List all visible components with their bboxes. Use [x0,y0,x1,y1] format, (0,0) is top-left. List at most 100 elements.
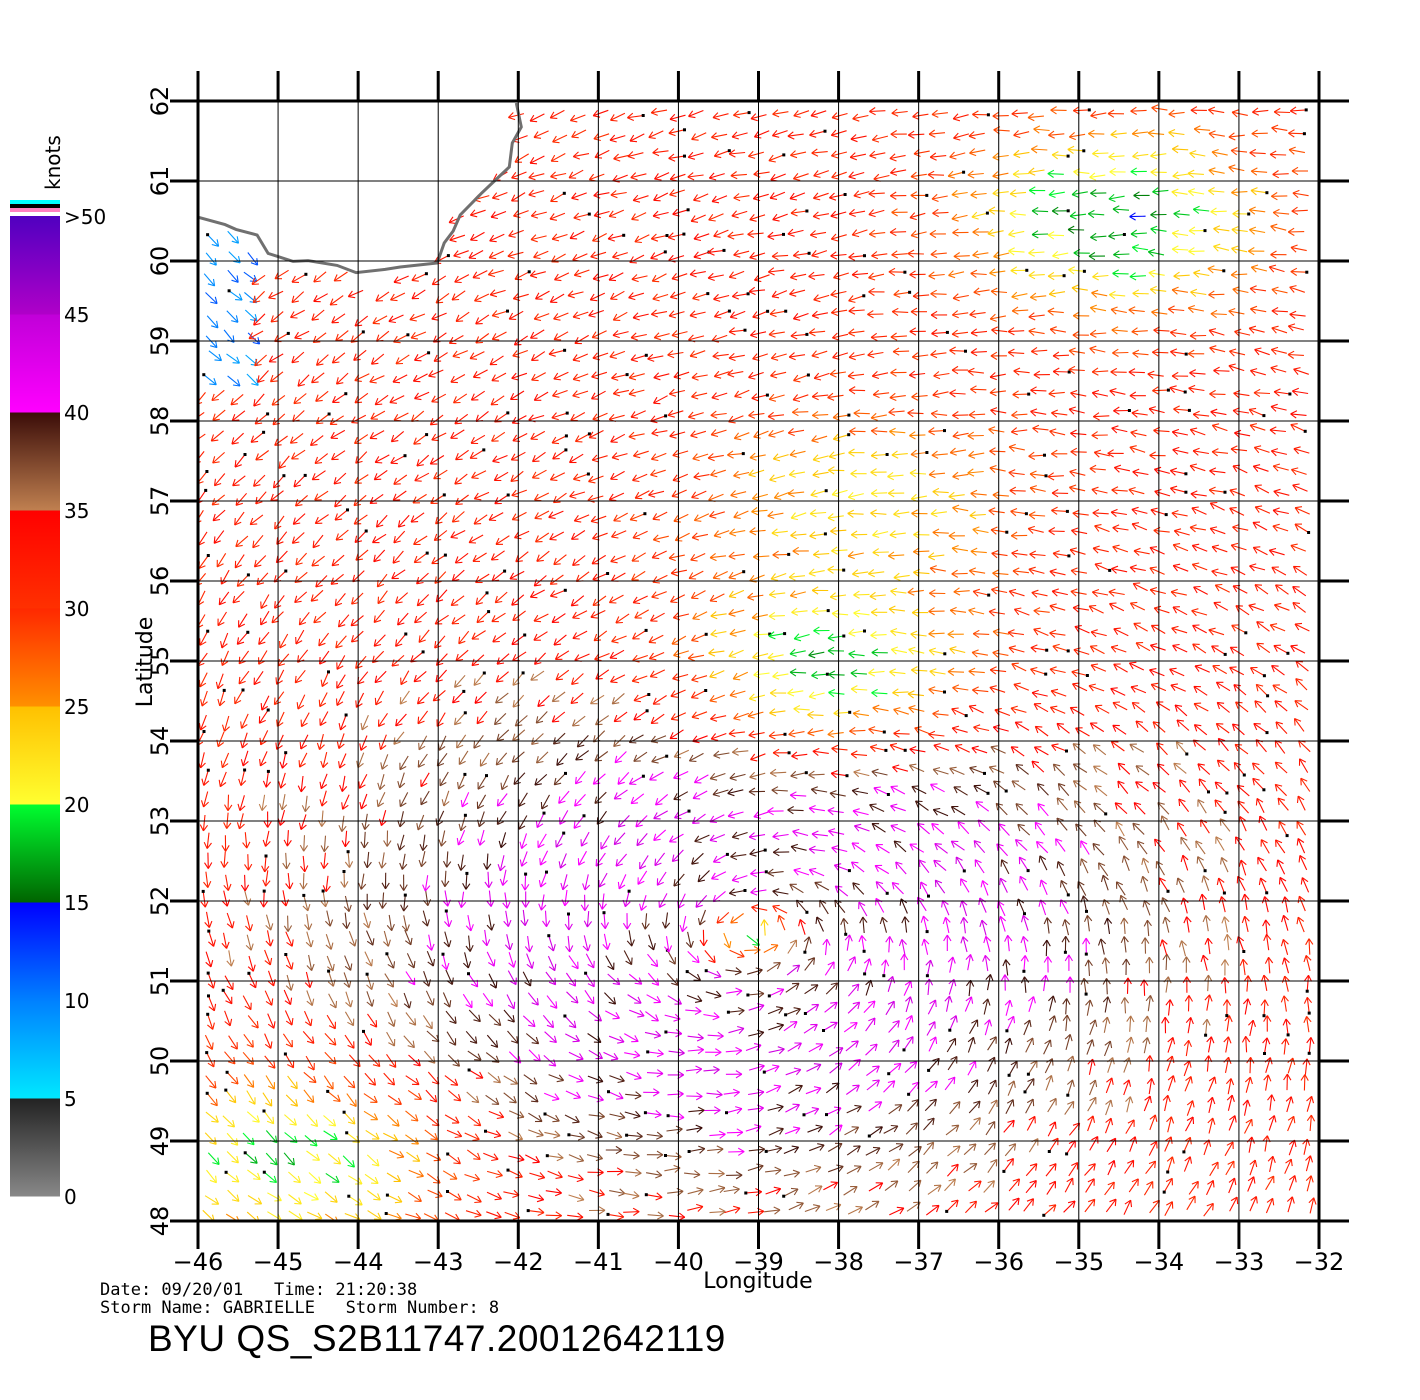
wind-barb [1056,797,1068,811]
wind-barb [989,268,1006,277]
wind-barb [1204,994,1213,1011]
wind-barb [913,530,930,539]
wind-barb [968,450,985,459]
wind-barb [967,468,984,477]
wind-barb [785,982,800,993]
wind-barb [968,607,985,616]
wind-barb [568,1074,584,1083]
wind-barb [723,1185,740,1195]
wind-barb [987,1036,997,1051]
wind-barb [548,348,567,357]
wind-barb [1073,647,1090,656]
wind-barb [892,688,909,697]
wind-barb [486,951,496,967]
wind-barb [834,885,849,897]
wind-barb [844,1126,860,1136]
wind-barb [973,840,986,854]
wind-barb [634,234,650,244]
wind-barb [810,786,828,795]
wind-barb [1052,351,1070,360]
wind-barb [772,748,791,757]
wind-barb [495,535,510,545]
wind-barb [1274,739,1286,754]
wind-barb [869,107,886,116]
wind-barb [260,610,270,626]
wind-barb [375,330,390,342]
wind-barb [1133,802,1146,815]
wind-barb [293,393,307,405]
wind-barb [1271,286,1288,295]
wind-barb [1028,167,1045,176]
wind-barb [210,430,224,442]
lon-tick-label: −44 [333,1248,384,1276]
wind-barb [1015,763,1029,775]
wind-barb [354,373,370,382]
wind-barb [1152,386,1170,395]
wind-barb [1159,939,1168,956]
wind-barb [511,372,528,381]
wind-barb [1113,406,1131,415]
wind-barb [303,1071,317,1084]
wind-barb [1133,547,1150,556]
wind-barb [950,805,966,816]
wind-barb [1140,979,1149,996]
wind-barb [1025,1163,1038,1177]
wind-barb [767,652,784,661]
wind-barb [911,392,928,401]
wind-barb [808,1185,823,1195]
wind-barb [1236,936,1246,953]
wind-barb [903,980,913,996]
wind-barb [392,490,407,501]
wind-barb [789,668,807,677]
wind-barb [1147,129,1165,138]
wind-barb [221,988,233,1005]
wind-barb [810,110,827,118]
wind-barb [747,1207,765,1217]
wind-barb [1153,426,1170,435]
wind-barb [386,1172,402,1183]
wind-barb [243,1074,255,1088]
wind-barb [458,630,470,645]
wind-barb [1208,167,1225,176]
wind-barb [217,611,227,627]
wind-barb [1254,505,1271,514]
wind-barb [967,431,984,440]
wind-barb [1108,193,1125,203]
wind-barb [687,1145,706,1154]
wind-barb [342,912,351,929]
wind-barb [889,153,906,162]
wind-barb [887,551,905,560]
wind-barb [944,995,953,1012]
wind-barb [283,830,292,847]
wind-barb [984,1142,996,1156]
wind-barb [1007,327,1025,336]
wind-barb [707,1145,724,1154]
wind-barb [1208,1076,1217,1092]
wind-barb [1225,1160,1235,1176]
wind-barb [772,671,789,680]
wind-barb [308,1172,322,1184]
wind-barb [211,389,225,402]
wind-barb [787,228,804,237]
wind-barb [1211,568,1228,577]
wind-barb [493,713,507,726]
wind-barb [567,1132,585,1141]
wind-barb [1172,643,1188,653]
wind-barb [552,134,568,144]
wind-barb [987,1056,996,1072]
wind-barb [475,314,490,325]
wind-barb [243,889,252,906]
wind-barb [987,228,1004,237]
wind-barb [934,879,946,894]
wind-barb [609,1188,626,1197]
wind-barb [623,1207,640,1216]
wind-barb [1290,410,1307,419]
wind-barb [827,1142,843,1152]
wind-barb [707,272,724,282]
wind-barb [298,752,308,768]
wind-barb [653,829,667,841]
wind-barb [748,693,766,702]
wind-barb [373,634,386,647]
wind-barb [893,840,907,853]
wind-barb [442,890,451,907]
